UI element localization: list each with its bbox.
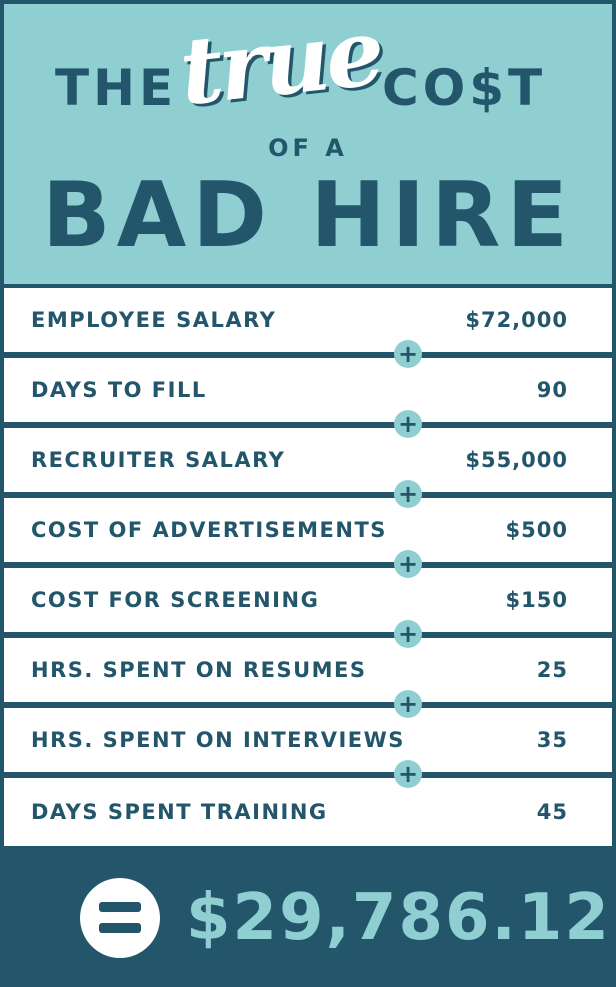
cost-item-screening: COST FOR SCREENING $150 <box>4 568 612 632</box>
equals-bar-bottom <box>99 923 141 933</box>
cost-item-value: $500 <box>505 518 568 542</box>
cost-item-label: COST FOR SCREENING <box>31 588 320 612</box>
total-footer: $29,786.12 <box>0 848 616 987</box>
plus-icon: + <box>394 690 422 718</box>
cost-item-training: DAYS SPENT TRAINING 45 <box>4 778 612 846</box>
cost-item-label: RECRUITER SALARY <box>31 448 286 472</box>
title-of-a: OF A <box>268 134 348 162</box>
cost-item-label: DAYS SPENT TRAINING <box>31 800 328 824</box>
title-bad-hire: BAD HIRE <box>42 163 574 268</box>
cost-item-interviews: HRS. SPENT ON INTERVIEWS 35 <box>4 708 612 772</box>
cost-item-recruiter-salary: RECRUITER SALARY $55,000 <box>4 428 612 492</box>
cost-item-value: 45 <box>536 800 568 824</box>
plus-icon: + <box>394 410 422 438</box>
cost-item-value: $72,000 <box>465 308 568 332</box>
title-cost: CO$T <box>382 59 547 117</box>
cost-item-value: 90 <box>536 378 568 402</box>
cost-item-label: DAYS TO FILL <box>31 378 207 402</box>
equals-bar-top <box>99 902 141 912</box>
cost-item-days-to-fill: DAYS TO FILL 90 <box>4 358 612 422</box>
cost-item-label: COST OF ADVERTISEMENTS <box>31 518 387 542</box>
cost-item-value: 35 <box>536 728 568 752</box>
plus-icon: + <box>394 340 422 368</box>
cost-item-employee-salary: EMPLOYEE SALARY $72,000 <box>4 288 612 352</box>
title-the: THE <box>55 59 178 117</box>
cost-item-label: HRS. SPENT ON INTERVIEWS <box>31 728 405 752</box>
cost-item-value: $150 <box>505 588 568 612</box>
cost-item-value: $55,000 <box>465 448 568 472</box>
plus-icon: + <box>394 480 422 508</box>
plus-icon: + <box>394 620 422 648</box>
title-true: true <box>174 0 386 127</box>
plus-icon: + <box>394 550 422 578</box>
plus-icon: + <box>394 760 422 788</box>
cost-item-label: HRS. SPENT ON RESUMES <box>31 658 367 682</box>
cost-item-value: 25 <box>536 658 568 682</box>
cost-item-resumes: HRS. SPENT ON RESUMES 25 <box>4 638 612 702</box>
equals-icon <box>80 878 160 958</box>
cost-item-label: EMPLOYEE SALARY <box>31 308 277 332</box>
cost-item-advertisements: COST OF ADVERTISEMENTS $500 <box>4 498 612 562</box>
total-cost: $29,786.12 <box>186 881 611 955</box>
title-banner <box>4 4 612 284</box>
